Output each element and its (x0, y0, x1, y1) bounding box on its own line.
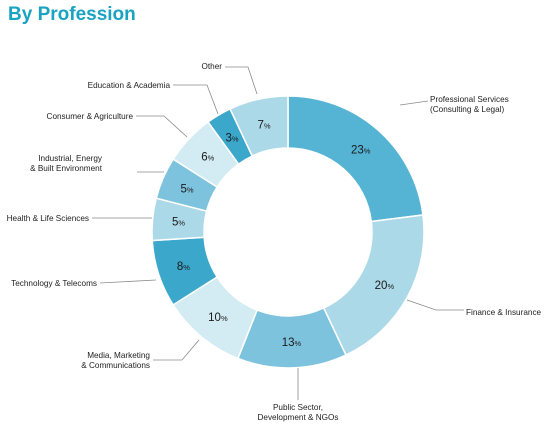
slice-value-label: 5% (172, 217, 185, 229)
category-label: Professional Services (Consulting & Legal… (430, 95, 509, 114)
leader-line (136, 115, 188, 138)
slice-value-label: 7% (257, 120, 270, 132)
value-labels-group: 23% 20% 13% 10% 8% 5% 5% 6% 3% 7% (172, 120, 395, 349)
category-label: Education & Academia (88, 81, 171, 90)
slice-value-label: 13% (282, 337, 302, 349)
slice-value-label: 10% (208, 312, 228, 324)
leader-line (99, 279, 157, 284)
leader-line (406, 299, 464, 311)
category-label: Media, Marketing & Communications (81, 351, 150, 370)
slice-value-label: 3% (225, 132, 238, 144)
category-label: Other (202, 62, 223, 71)
category-label: Industrial, Energy & Built Environment (30, 154, 103, 173)
category-label: Health & Life Sciences (7, 214, 89, 223)
slice-value-label: 8% (177, 261, 190, 273)
category-label: Technology & Telecoms (11, 279, 97, 288)
leader-line (153, 339, 200, 361)
category-label: Consumer & Agriculture (47, 112, 134, 121)
category-labels-group: Professional Services (Consulting & Legal… (7, 62, 542, 422)
slice-value-label: 6% (201, 152, 214, 164)
category-label: Finance & Insurance (466, 308, 542, 317)
slice-value-label: 23% (351, 144, 371, 156)
leader-line (225, 66, 258, 95)
donut-slice (229, 95, 289, 157)
leader-lines-group (92, 66, 464, 400)
slices-group (151, 95, 425, 369)
slice-value-label: 20% (375, 280, 395, 292)
leader-line (173, 84, 219, 115)
chart-title: By Profession (8, 4, 136, 25)
leader-line (399, 100, 429, 106)
donut-slice (287, 95, 424, 223)
category-label: Public Sector, Development & NGOs (258, 403, 339, 422)
slice-value-label: 5% (181, 183, 194, 195)
